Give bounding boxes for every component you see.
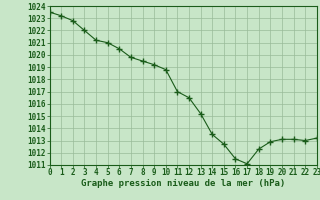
X-axis label: Graphe pression niveau de la mer (hPa): Graphe pression niveau de la mer (hPa) (81, 179, 285, 188)
